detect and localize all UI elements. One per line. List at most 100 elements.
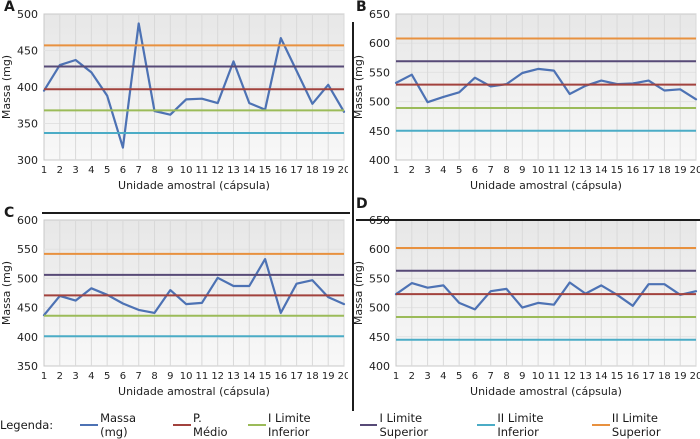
svg-text:350: 350 (17, 118, 38, 131)
svg-text:7: 7 (136, 165, 142, 176)
svg-text:400: 400 (17, 331, 38, 344)
svg-text:14: 14 (243, 165, 256, 176)
svg-text:4: 4 (440, 165, 446, 176)
legend-item-label: I Limite Superior (379, 411, 429, 439)
svg-text:13: 13 (579, 371, 592, 382)
svg-text:2: 2 (57, 371, 63, 382)
svg-text:7: 7 (488, 165, 494, 176)
legend-item-massa: Massa (mg) (80, 411, 160, 439)
legend: Legenda: Massa (mg) P. Médio I Limite In… (0, 411, 700, 439)
svg-text:500: 500 (369, 302, 390, 315)
svg-text:18: 18 (658, 371, 671, 382)
l2-superior-line-swatch-icon (592, 424, 610, 426)
svg-text:Massa (mg): Massa (mg) (0, 261, 13, 325)
svg-text:8: 8 (503, 165, 509, 176)
svg-text:3: 3 (72, 371, 78, 382)
l1-superior-line-swatch-icon (359, 424, 378, 426)
svg-text:17: 17 (642, 371, 655, 382)
svg-text:7: 7 (136, 371, 142, 382)
svg-text:5: 5 (456, 371, 462, 382)
svg-text:350: 350 (17, 360, 38, 373)
svg-text:600: 600 (369, 243, 390, 256)
l2-inferior-line-swatch-icon (477, 424, 496, 426)
legend-item-label: P. Médio (193, 411, 228, 439)
svg-text:18: 18 (306, 165, 319, 176)
svg-text:600: 600 (369, 37, 390, 50)
svg-text:1: 1 (41, 165, 47, 176)
svg-text:12: 12 (211, 371, 224, 382)
panel-label-a: A (4, 0, 15, 15)
svg-text:2: 2 (409, 371, 415, 382)
svg-text:Massa (mg): Massa (mg) (352, 55, 365, 119)
svg-text:400: 400 (17, 81, 38, 94)
svg-text:8: 8 (151, 371, 157, 382)
svg-text:20: 20 (690, 165, 700, 176)
massa-line-swatch-icon (80, 424, 99, 426)
svg-text:6: 6 (472, 371, 478, 382)
svg-text:Massa (mg): Massa (mg) (0, 55, 13, 119)
svg-text:1: 1 (393, 371, 399, 382)
svg-text:4: 4 (88, 371, 94, 382)
svg-text:13: 13 (227, 371, 240, 382)
legend-item-label: I Limite Inferior (267, 411, 311, 439)
svg-text:3: 3 (72, 165, 78, 176)
svg-text:Unidade amostral (cápsula): Unidade amostral (cápsula) (470, 385, 622, 398)
svg-text:450: 450 (369, 331, 390, 344)
svg-text:15: 15 (611, 371, 624, 382)
legend-item-label: Massa (mg) (100, 411, 137, 439)
legend-title: Legenda: (0, 418, 54, 432)
svg-text:500: 500 (17, 272, 38, 285)
svg-text:9: 9 (519, 371, 525, 382)
svg-text:14: 14 (595, 371, 608, 382)
svg-text:16: 16 (626, 371, 639, 382)
svg-text:500: 500 (17, 8, 38, 21)
legend-item-p-medio: P. Médio (173, 411, 235, 439)
svg-text:18: 18 (658, 165, 671, 176)
svg-text:Massa (mg): Massa (mg) (352, 261, 365, 325)
p-medio-line-swatch-icon (173, 424, 192, 426)
svg-text:16: 16 (274, 165, 287, 176)
chart-panel-b: B 400 450 500 550 600 650 1 2 3 4 5 6 7 8 9 10 11 12 13 14 1… (352, 0, 700, 204)
svg-text:15: 15 (259, 165, 272, 176)
svg-text:19: 19 (322, 165, 335, 176)
chart-panel-a: A 300 350 400 450 500 1 2 3 4 5 6 7 8 9 10 11 12 13 14 15 16… (0, 0, 350, 204)
svg-text:13: 13 (227, 165, 240, 176)
svg-text:13: 13 (579, 165, 592, 176)
svg-text:5: 5 (104, 165, 110, 176)
horizontal-divider-left (42, 212, 350, 214)
panel-label-c: C (4, 205, 15, 221)
svg-text:400: 400 (369, 154, 390, 167)
svg-text:12: 12 (563, 371, 576, 382)
svg-text:9: 9 (167, 371, 173, 382)
legend-item-l1-superior: I Limite Superior (359, 411, 465, 439)
svg-text:450: 450 (17, 302, 38, 315)
svg-text:17: 17 (290, 165, 303, 176)
svg-text:17: 17 (290, 371, 303, 382)
svg-text:17: 17 (642, 165, 655, 176)
svg-text:550: 550 (369, 272, 390, 285)
svg-text:20: 20 (690, 371, 700, 382)
svg-text:600: 600 (17, 214, 38, 227)
svg-text:14: 14 (243, 371, 256, 382)
chart-panel-d: D 40045050055060065012345678910111213141… (352, 197, 700, 410)
legend-item-l2-inferior: II Limite Inferior (477, 411, 579, 439)
svg-text:19: 19 (674, 165, 687, 176)
svg-text:4: 4 (88, 165, 94, 176)
svg-text:2: 2 (409, 165, 415, 176)
svg-text:4: 4 (440, 371, 446, 382)
svg-text:15: 15 (611, 165, 624, 176)
svg-text:9: 9 (167, 165, 173, 176)
svg-text:19: 19 (322, 371, 335, 382)
panel-label-b: B (356, 0, 367, 15)
svg-text:19: 19 (674, 371, 687, 382)
svg-text:550: 550 (17, 243, 38, 256)
svg-text:11: 11 (196, 165, 209, 176)
svg-text:650: 650 (369, 8, 390, 21)
svg-text:10: 10 (180, 165, 193, 176)
svg-text:16: 16 (274, 371, 287, 382)
vertical-divider (352, 22, 354, 411)
panel-label-d: D (356, 196, 368, 212)
